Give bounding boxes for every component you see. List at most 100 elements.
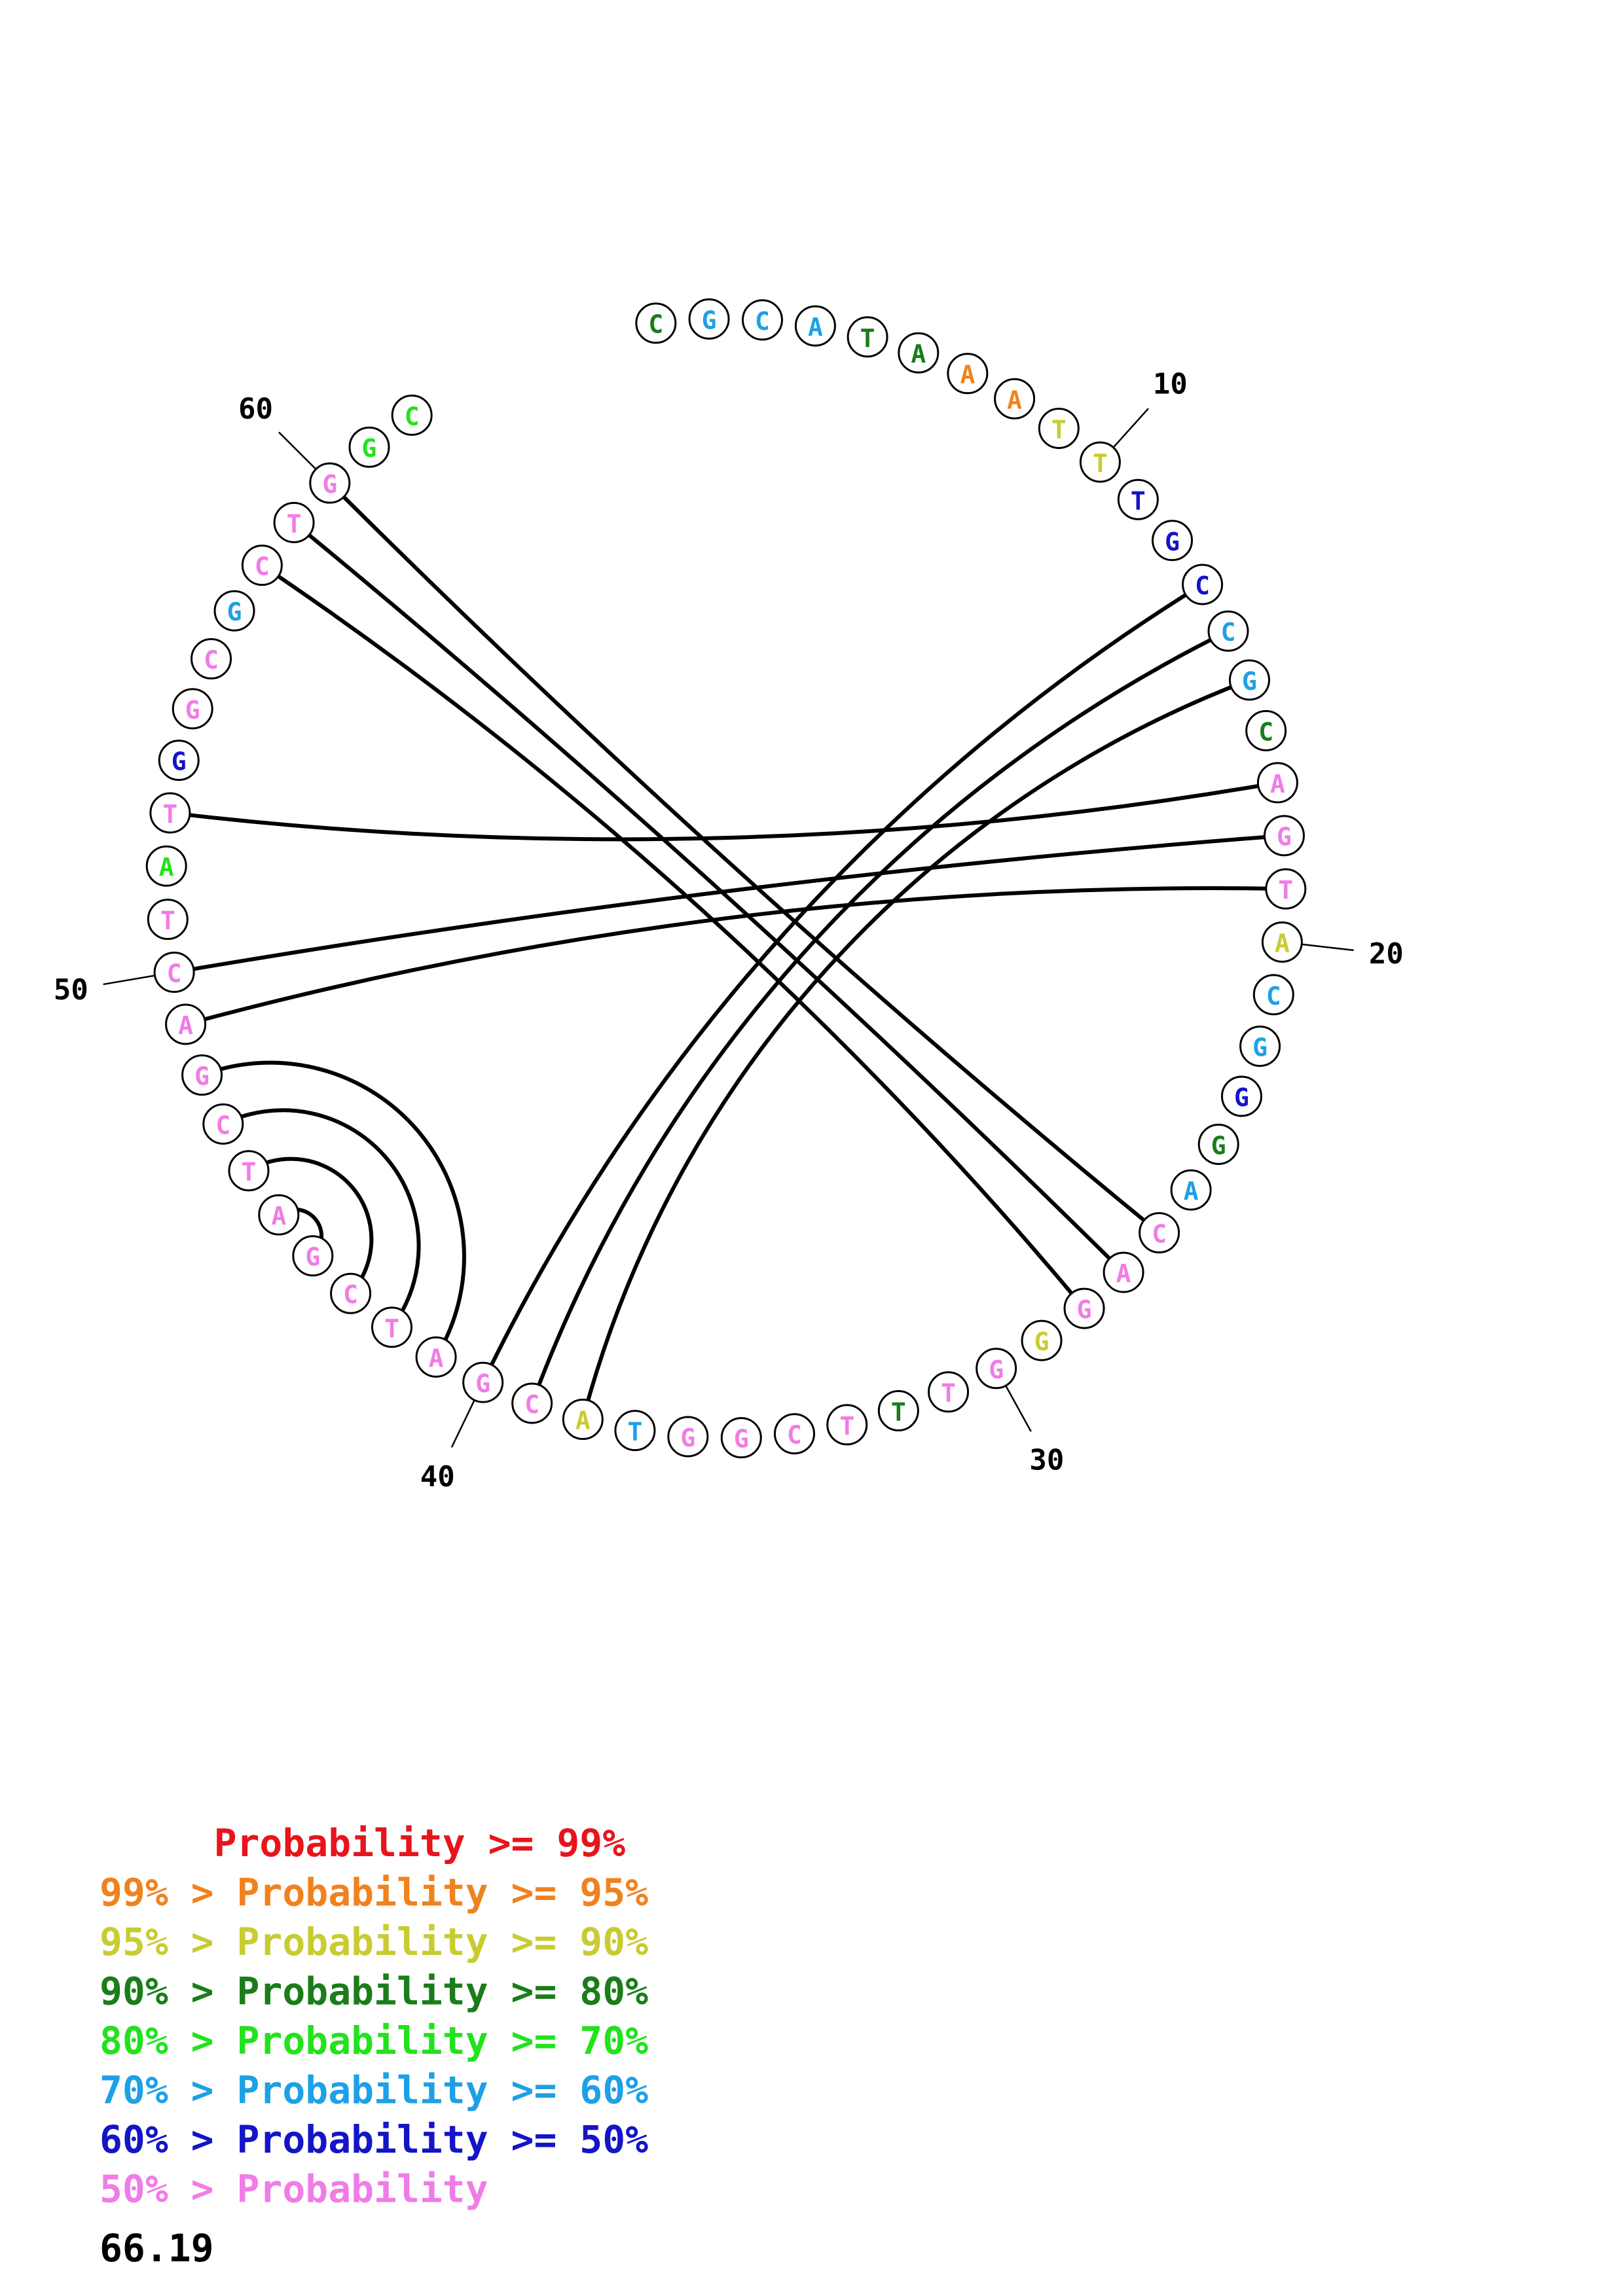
- position-ticks: 10 20 30 40 50 60: [54, 367, 1404, 1493]
- nucleotide-letter: G: [227, 598, 242, 626]
- nucleotide: C: [1245, 709, 1287, 751]
- nucleotide-circle: [172, 688, 213, 730]
- nucleotide: A: [794, 305, 836, 347]
- nucleotide-letter: T: [287, 509, 302, 538]
- nucleotide-circle: [348, 426, 390, 468]
- nucleotide-circle: [1139, 1212, 1180, 1254]
- nucleotide: C: [511, 1382, 553, 1424]
- nucleotide: T: [1038, 408, 1080, 450]
- nucleotide: G: [1152, 520, 1194, 562]
- nucleotide: T: [273, 501, 315, 543]
- legend-entry: 60% > Probability >= 50%: [100, 2117, 648, 2162]
- nucleotide-circle: [1103, 1251, 1144, 1293]
- nucleotide-circle: [330, 1272, 372, 1314]
- nucleotide: C: [330, 1272, 372, 1314]
- nucleotide-circle: [847, 316, 888, 358]
- nucleotide: A: [947, 353, 989, 395]
- nucleotide-letter: A: [1270, 770, 1285, 798]
- nucleotide-letter: A: [1275, 929, 1290, 958]
- position-tick: [1302, 943, 1354, 952]
- nucleotide-circle: [720, 1417, 762, 1459]
- nucleotide-circle: [147, 899, 189, 941]
- position-tick: [1112, 408, 1149, 448]
- nucleotide-circle: [1182, 564, 1224, 605]
- nucleotide: C: [191, 638, 232, 680]
- nucleotide-ring: C G C A TAAATTTGCCGCAGTACGGGACAGGGTTTCGGTACG…: [145, 298, 1307, 1459]
- nucleotide: A: [562, 1399, 604, 1441]
- nucleotide-circle: [415, 1336, 457, 1378]
- position-label: 10: [1153, 367, 1188, 401]
- nucleotide-circle: [1264, 815, 1305, 857]
- position-tick: [103, 975, 155, 986]
- nucleotide-circle: [826, 1404, 868, 1446]
- nucleotide: T: [1117, 478, 1159, 520]
- nucleotide-circle: [741, 299, 783, 341]
- nucleotide-letter: A: [178, 1011, 193, 1040]
- nucleotide: T: [149, 792, 191, 834]
- nucleotide-circle: [773, 1413, 815, 1455]
- nucleotide-letter: C: [343, 1280, 358, 1309]
- nucleotide-circle: [1079, 441, 1121, 483]
- nucleotide-circle: [614, 1410, 656, 1452]
- nucleotide: T: [877, 1390, 919, 1431]
- nucleotide: C: [1207, 610, 1249, 652]
- nucleotide: G: [172, 688, 213, 730]
- nucleotide-circle: [258, 1194, 300, 1236]
- nucleotide-letter: C: [255, 552, 270, 581]
- nucleotide-circle: [1228, 659, 1270, 701]
- legend-entry: 95% > Probability >= 90%: [100, 1920, 648, 1964]
- nucleotide: A: [145, 845, 187, 887]
- nucleotide: A: [165, 1003, 207, 1045]
- nucleotide-circle: [1170, 1169, 1212, 1211]
- legend-entry: 99% > Probability >= 95%: [100, 1871, 648, 1915]
- position-label: 60: [238, 393, 273, 426]
- nucleotide-letter: G: [1252, 1033, 1267, 1062]
- nucleotide: A: [898, 332, 939, 374]
- nucleotide-circle: [1038, 408, 1080, 450]
- nucleotide-circle: [1197, 1123, 1239, 1165]
- nucleotide-letter: T: [1131, 486, 1146, 515]
- nucleotide-circle: [149, 792, 191, 834]
- nucleotide-circle: [562, 1399, 604, 1441]
- nucleotide-letter: A: [429, 1344, 444, 1372]
- nucleotide-letter: A: [575, 1407, 591, 1435]
- nucleotide-letter: A: [1184, 1177, 1199, 1206]
- nucleotide-circle: [213, 590, 255, 632]
- nucleotide-letter: C: [1266, 982, 1281, 1011]
- base-pair-arc: [247, 1157, 374, 1295]
- nucleotide: C: [635, 302, 677, 344]
- nucleotide-circle: [273, 501, 315, 543]
- nucleotide: C: [773, 1413, 815, 1455]
- nucleotide-circle: [1256, 762, 1298, 804]
- nucleotide: T: [1265, 868, 1307, 910]
- nucleotide-circle: [928, 1371, 970, 1413]
- nucleotide-letter: G: [194, 1062, 210, 1091]
- nucleotide: C: [391, 394, 433, 436]
- nucleotide: T: [928, 1371, 970, 1413]
- nucleotide-letter: G: [1234, 1083, 1249, 1112]
- nucleotide-circle: [1207, 610, 1249, 652]
- nucleotide-circle: [1261, 921, 1303, 963]
- nucleotide-letter: G: [475, 1369, 490, 1398]
- legend-entry: Probability >= 99%: [100, 1821, 625, 1865]
- nucleotide-letter: C: [648, 310, 663, 339]
- nucleotide-circle: [1245, 709, 1287, 751]
- nucleotide-circle: [191, 638, 232, 680]
- nucleotide: A: [258, 1194, 300, 1236]
- nucleotide-letter: G: [680, 1424, 695, 1452]
- nucleotide-circle: [202, 1103, 244, 1145]
- nucleotide: G: [462, 1361, 504, 1403]
- nucleotide: G: [158, 740, 200, 781]
- nucleotide-circle: [1063, 1287, 1105, 1329]
- nucleotide: A: [994, 378, 1036, 420]
- nucleotide-letter: A: [1116, 1259, 1131, 1288]
- nucleotide: G: [1197, 1123, 1239, 1165]
- position-label: 30: [1029, 1443, 1064, 1477]
- base-pair-arc: [173, 833, 1285, 975]
- nucleotide-letter: G: [305, 1243, 320, 1272]
- base-pair-arc: [481, 583, 1204, 1384]
- nucleotide-letter: G: [734, 1425, 749, 1454]
- nucleotide-letter: G: [362, 434, 377, 463]
- nucleotide-circle: [181, 1054, 223, 1096]
